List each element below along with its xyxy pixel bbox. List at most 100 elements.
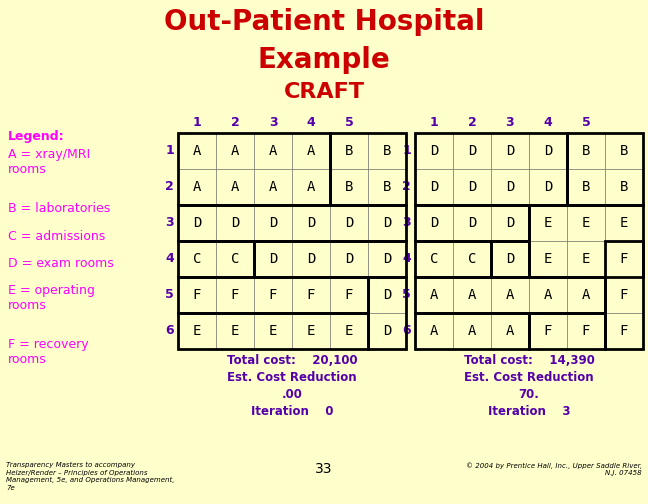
Bar [415,277,453,313]
Bar [605,313,643,349]
Text: B: B [383,180,391,194]
Text: E: E [620,216,628,230]
Bar [254,241,406,277]
Text: A: A [582,288,590,302]
Bar [529,133,567,169]
Bar [368,241,406,277]
Bar [368,277,406,349]
Bar [529,313,567,349]
Text: C = admissions: C = admissions [8,230,105,242]
Bar [178,277,216,313]
Text: Est. Cost Reduction: Est. Cost Reduction [464,371,594,384]
Text: 2: 2 [165,180,174,194]
Text: D: D [468,216,476,230]
Text: 6: 6 [402,325,411,338]
Text: E: E [269,324,277,338]
Text: F: F [193,288,201,302]
Text: D: D [307,252,315,266]
Text: E: E [582,216,590,230]
Text: D: D [506,180,514,194]
Bar [254,205,292,241]
Text: Iteration    0: Iteration 0 [251,405,333,418]
Bar [529,169,567,205]
Bar [605,133,643,169]
Text: D: D [506,144,514,158]
Text: D: D [307,216,315,230]
Bar [178,133,330,205]
Text: C: C [193,252,201,266]
Text: 2: 2 [402,180,411,194]
Text: D: D [345,252,353,266]
Text: 33: 33 [315,462,333,476]
Text: D: D [383,324,391,338]
Bar [491,241,529,277]
Bar [178,313,216,349]
Text: F: F [307,288,315,302]
Text: D: D [231,216,239,230]
Bar [529,205,643,277]
Text: B = laboratories: B = laboratories [8,203,110,215]
Bar [567,169,605,205]
Text: A: A [307,144,315,158]
Bar [216,313,254,349]
Text: A: A [193,144,201,158]
Bar [453,169,491,205]
Text: 2: 2 [468,116,476,129]
Bar [605,205,643,241]
Bar [605,241,643,349]
Bar [216,277,254,313]
Text: 1: 1 [402,145,411,157]
Text: F: F [582,324,590,338]
Text: 5: 5 [402,288,411,301]
Text: E = operating
rooms: E = operating rooms [8,284,95,312]
Text: 1: 1 [430,116,439,129]
Text: Legend:: Legend: [8,130,65,143]
Text: Out-Patient Hospital: Out-Patient Hospital [164,8,484,36]
Bar [453,205,491,241]
Text: E: E [307,324,315,338]
Text: © 2004 by Prentice Hall, Inc., Upper Saddle River,
N.J. 07458: © 2004 by Prentice Hall, Inc., Upper Sad… [466,462,642,476]
Bar [415,205,453,241]
Text: D: D [383,252,391,266]
Bar [529,313,605,349]
Text: C: C [430,252,438,266]
Bar [453,133,491,169]
Text: A: A [430,288,438,302]
Text: E: E [193,324,201,338]
Text: CRAFT: CRAFT [284,82,364,102]
Bar [178,241,254,277]
Text: F = recovery
rooms: F = recovery rooms [8,338,89,366]
Bar [567,277,605,313]
Text: Total cost:    14,390: Total cost: 14,390 [463,354,594,367]
Text: D = exam rooms: D = exam rooms [8,257,114,270]
Text: .00: .00 [282,388,303,401]
Text: Transparency Masters to accompany
Helzer/Render – Principles of Operations
Manag: Transparency Masters to accompany Helzer… [6,462,174,491]
Text: 5: 5 [165,288,174,301]
Text: D: D [468,180,476,194]
Bar [567,205,605,241]
Bar [178,241,216,277]
Text: D: D [193,216,201,230]
Text: B: B [345,144,353,158]
Bar [529,205,567,241]
Bar [330,277,368,313]
Text: A: A [269,180,277,194]
Bar [491,205,529,241]
Bar [254,133,292,169]
Bar [368,277,406,313]
Bar [330,133,406,205]
Text: 5: 5 [582,116,590,129]
Text: B: B [345,180,353,194]
Text: B: B [582,144,590,158]
Bar [216,241,254,277]
Bar [491,277,529,313]
Bar [292,169,330,205]
Bar [567,133,605,169]
Bar [453,277,491,313]
Text: F: F [544,324,552,338]
Text: D: D [506,252,514,266]
Text: A: A [269,144,277,158]
Bar [491,313,529,349]
Text: F: F [620,252,628,266]
Text: C: C [468,252,476,266]
